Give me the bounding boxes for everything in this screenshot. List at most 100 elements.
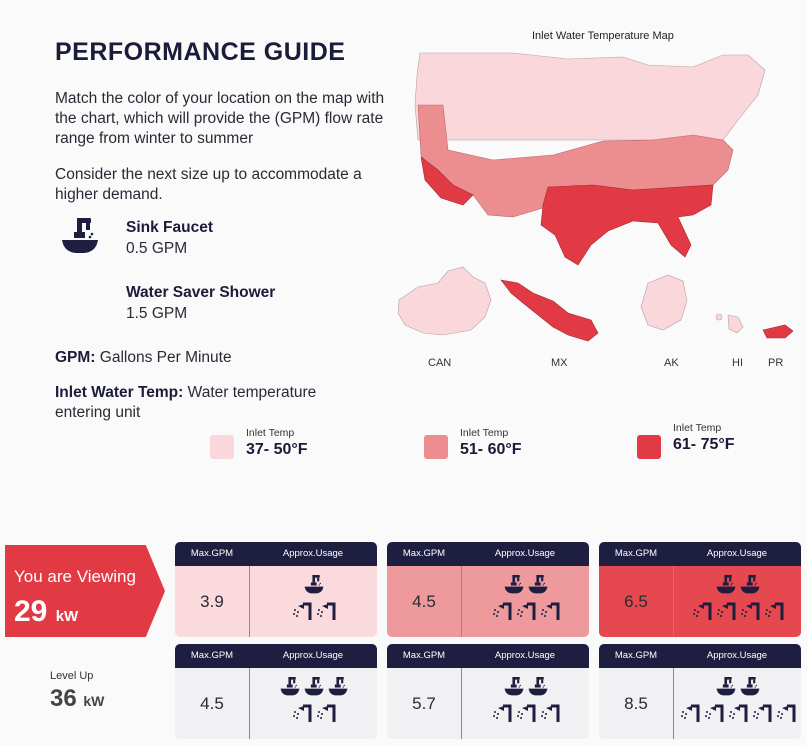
shower-icon (540, 704, 559, 722)
shower-row (674, 600, 801, 626)
fixture-name: Water Saver Shower (126, 284, 276, 301)
shower-icon (492, 602, 511, 620)
max-gpm-value: 4.5 (200, 694, 224, 713)
card-body: 6.5 (599, 566, 801, 637)
intro-text: Match the color of your location on the … (55, 90, 385, 147)
shower-icon (316, 602, 335, 620)
legend-label: Inlet Temp (673, 422, 722, 434)
definition-term: Inlet Water Temp: (55, 384, 184, 401)
tip-text: Consider the next size up to accommodate… (55, 166, 362, 203)
card-header: Max.GPM Approx.Usage (175, 542, 377, 566)
alaska-region (640, 274, 688, 331)
card-header: Max.GPM Approx.Usage (387, 542, 589, 566)
shower-icon (716, 602, 735, 620)
region-label-can: CAN (428, 357, 452, 369)
shower-icon (680, 704, 699, 722)
usage-icons (462, 676, 589, 728)
max-gpm-value: 6.5 (624, 592, 648, 611)
usage-header: Approx.Usage (706, 548, 768, 559)
legend-item-warm: Inlet Temp 61- 75°F (673, 422, 735, 454)
usa-north-region (414, 52, 766, 141)
sink-row (462, 676, 589, 702)
region-label-hi: HI (732, 357, 743, 369)
shower-row (250, 702, 377, 728)
mexico-region (500, 279, 599, 342)
usage-icons (250, 676, 377, 728)
sink-row (674, 676, 801, 702)
legend-swatch-mild (424, 435, 448, 459)
level-up-label: Level Up (50, 670, 94, 682)
puerto-rico-region (762, 324, 794, 339)
legend-range: 51- 60°F (460, 441, 522, 458)
level-up-kw: 36 (50, 685, 77, 712)
card-divider (461, 668, 462, 739)
card-body: 3.9 (175, 566, 377, 637)
legend-label: Inlet Temp (246, 427, 295, 439)
sink-faucet-icon (740, 575, 759, 594)
sink-row (250, 574, 377, 600)
max-gpm-value: 4.5 (412, 592, 436, 611)
card-divider (249, 668, 250, 739)
usage-icons (462, 574, 589, 626)
sink-faucet-icon (716, 575, 735, 594)
usage-card: Max.GPM Approx.Usage 5.7 (387, 644, 589, 739)
legend-item-mild: Inlet Temp 51- 60°F (460, 427, 522, 459)
level-up-value[interactable]: 36 kW (50, 685, 104, 713)
shower-icon (692, 602, 711, 620)
shower-icon (292, 602, 311, 620)
shower-icon (492, 704, 511, 722)
usage-card: Max.GPM Approx.Usage 6.5 (599, 542, 801, 637)
page-title: PERFORMANCE GUIDE (55, 38, 346, 66)
card-header: Max.GPM Approx.Usage (387, 644, 589, 668)
usage-card: Max.GPM Approx.Usage 3.9 (175, 542, 377, 637)
shower-icon (764, 602, 783, 620)
sink-row (250, 676, 377, 702)
usage-card: Max.GPM Approx.Usage 4.5 (387, 542, 589, 637)
shower-row (462, 702, 589, 728)
region-label-pr: PR (768, 357, 784, 369)
usage-header: Approx.Usage (282, 548, 344, 559)
shower-icon (316, 704, 335, 722)
card-divider (673, 566, 674, 637)
card-body: 8.5 (599, 668, 801, 739)
legend-range: 37- 50°F (246, 441, 308, 458)
shower-icon (704, 704, 723, 722)
max-gpm-value: 5.7 (412, 694, 436, 713)
usage-icons (250, 574, 377, 626)
shower-row (462, 600, 589, 626)
sink-faucet-icon (304, 677, 323, 696)
fixture-value: 0.5 GPM (126, 240, 188, 257)
card-divider (461, 566, 462, 637)
max-gpm-header: Max.GPM (402, 650, 446, 661)
usage-card: Max.GPM Approx.Usage 4.5 (175, 644, 377, 739)
sink-faucet-icon (504, 677, 523, 696)
usage-icons (674, 574, 801, 626)
sink-row (674, 574, 801, 600)
usage-header: Approx.Usage (282, 650, 344, 661)
usage-header: Approx.Usage (706, 650, 768, 661)
card-divider (673, 668, 674, 739)
shower-icon (740, 602, 759, 620)
card-header: Max.GPM Approx.Usage (599, 542, 801, 566)
definition-text: Gallons Per Minute (99, 349, 232, 366)
canada-region (397, 266, 492, 336)
sink-faucet-icon (62, 218, 98, 253)
card-header: Max.GPM Approx.Usage (175, 644, 377, 668)
legend-item-cool: Inlet Temp 37- 50°F (246, 427, 308, 459)
shower-icon (516, 704, 535, 722)
fixture-shower: Water Saver Shower 1.5 GPM (126, 284, 275, 323)
shower-icon (292, 704, 311, 722)
sink-faucet-icon (740, 677, 759, 696)
definition-gpm: GPM: Gallons Per Minute (55, 348, 355, 368)
region-label-ak: AK (664, 357, 679, 369)
viewing-unit: kW (55, 608, 79, 625)
viewing-label: You are Viewing (14, 567, 136, 586)
hawaii-region (727, 314, 744, 334)
sink-faucet-icon (716, 677, 735, 696)
shower-icon (540, 602, 559, 620)
max-gpm-header: Max.GPM (614, 650, 658, 661)
legend-label: Inlet Temp (460, 427, 509, 439)
max-gpm-header: Max.GPM (190, 548, 234, 559)
usage-card: Max.GPM Approx.Usage 8.5 (599, 644, 801, 739)
legend-range: 61- 75°F (673, 436, 735, 453)
